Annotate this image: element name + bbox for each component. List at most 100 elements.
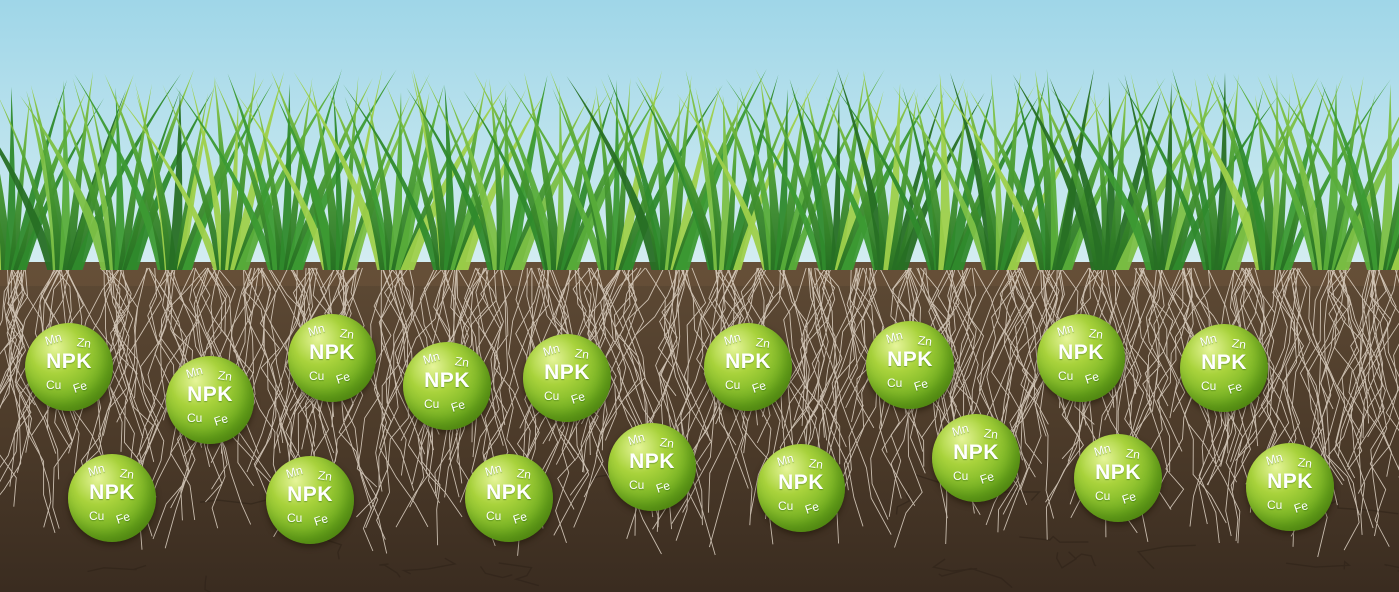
root-strand (793, 267, 832, 421)
ball-mn-label: Mn (421, 348, 442, 368)
grass-blade (283, 77, 313, 270)
fertilizer-ball: Mn Zn NPK Cu Fe (1037, 314, 1125, 402)
grass-blade (1323, 83, 1338, 271)
grass-blade (55, 96, 117, 270)
grass-blade (1216, 79, 1275, 270)
ball-npk-label: NPK (544, 361, 590, 384)
ball-fe-label: Fe (1120, 489, 1138, 507)
fertilizer-ball: Mn Zn NPK Cu Fe (1074, 434, 1162, 522)
root-strand (822, 267, 892, 535)
root-strand (1369, 267, 1390, 547)
ball-cu-label: Cu (887, 376, 903, 390)
ball-npk-label: NPK (46, 350, 92, 373)
grass-blade (715, 86, 778, 270)
soil-crack (1286, 560, 1352, 570)
grass-blade (1109, 91, 1162, 270)
grass-blade (1035, 83, 1108, 270)
grass-blade (1012, 74, 1105, 270)
ball-cu-label: Cu (1095, 489, 1111, 503)
grass-blades (0, 68, 1399, 271)
grass-blade (670, 85, 721, 270)
root-strand (253, 267, 315, 515)
grass-blade (214, 76, 234, 270)
grass-blade (944, 92, 993, 271)
grass-blade (343, 84, 443, 270)
grass-blade (473, 71, 557, 270)
root-strand (0, 267, 24, 395)
ball-npk-label: NPK (187, 383, 233, 406)
ball-cu-label: Cu (778, 499, 794, 513)
grass-blade (30, 84, 69, 271)
grass-blade (759, 76, 784, 270)
ball-fe-label: Fe (978, 469, 996, 487)
grass-blade (618, 89, 692, 270)
grass-blade (400, 84, 508, 270)
grass-blade (833, 85, 938, 270)
grass-blade (454, 88, 527, 270)
soil-crack (931, 558, 978, 572)
ball-fe-label: Fe (334, 369, 352, 387)
grass-blade (524, 72, 563, 271)
ball-zn-label: Zn (574, 346, 590, 362)
ball-npk-label: NPK (629, 450, 675, 473)
grass-blade (279, 83, 292, 271)
root-strand (128, 267, 165, 499)
grass-blade (72, 78, 119, 270)
root-strand (0, 267, 26, 388)
root-strand (472, 267, 513, 458)
grass-blade (1320, 80, 1385, 271)
root-strand (3, 267, 32, 487)
grass-blade (1268, 73, 1330, 270)
soil-crack (1136, 544, 1196, 570)
grass-blade (997, 71, 1021, 270)
ball-mn-label: Mn (1055, 320, 1076, 340)
ball-npk-label: NPK (887, 348, 933, 371)
ball-cu-label: Cu (424, 397, 440, 411)
grass-blade (556, 94, 597, 270)
grass-blade (406, 87, 499, 270)
root-strand (0, 267, 21, 327)
soil-crack (204, 575, 212, 592)
ball-npk-label: NPK (953, 441, 999, 464)
ball-npk-label: NPK (486, 481, 532, 504)
grass-blade (1057, 84, 1131, 270)
root-strand (362, 267, 394, 552)
root-strand (1151, 267, 1165, 412)
root-strand (1165, 267, 1195, 510)
grass-blade (1291, 71, 1332, 270)
grass-blade (552, 87, 614, 270)
root-strand (138, 267, 159, 473)
grass-blade (0, 147, 59, 270)
ball-mn-label: Mn (775, 450, 796, 470)
root-strand (1320, 267, 1352, 410)
soil-crack (87, 564, 147, 573)
root-strand (6, 267, 56, 534)
ball-cu-label: Cu (287, 511, 303, 525)
root-strand (381, 267, 415, 491)
root-strand (1134, 267, 1192, 434)
fertilizer-ball: Mn Zn NPK Cu Fe (166, 356, 254, 444)
grass-blade (1172, 96, 1278, 271)
grass-blade (610, 79, 620, 270)
root-strand (1312, 267, 1356, 479)
grass-blade (723, 97, 739, 270)
root-strand (1261, 267, 1292, 416)
grass-blade (1390, 247, 1399, 270)
grass-blade (311, 85, 344, 270)
root-strand (1289, 267, 1345, 482)
grass-blade (114, 87, 126, 270)
grass-blade (969, 89, 1053, 270)
grass-blade (236, 93, 334, 270)
grass-blade (725, 78, 828, 271)
root-strand (1245, 267, 1288, 485)
grass-blade (10, 79, 67, 270)
soil-crack (1055, 551, 1078, 569)
grass-blade (448, 95, 506, 270)
ball-npk-label: NPK (1095, 461, 1141, 484)
grass-blade (388, 92, 403, 270)
grass-blade (923, 96, 996, 271)
ball-zn-label: Zn (1297, 455, 1313, 471)
root-strand (1152, 267, 1186, 413)
ball-zn-label: Zn (516, 466, 532, 482)
